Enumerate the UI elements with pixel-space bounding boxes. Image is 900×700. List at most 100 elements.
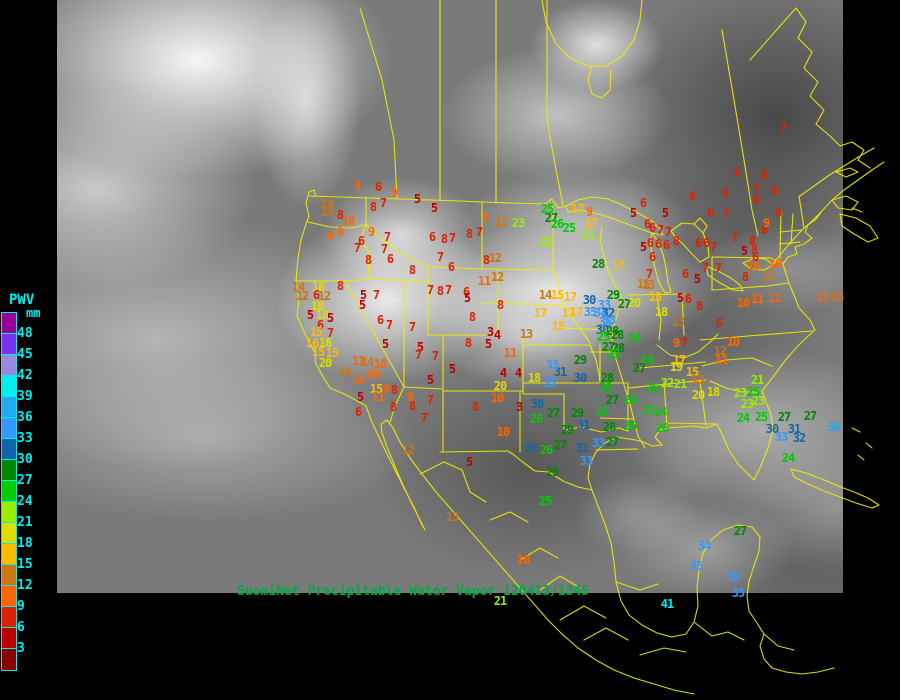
station-value: 8 — [672, 234, 680, 248]
station-value: 8 — [496, 298, 504, 312]
station-value: 22 — [538, 235, 552, 249]
station-value: 9 — [382, 382, 390, 396]
station-value: 7 — [379, 196, 387, 210]
station-value: 8 — [760, 168, 768, 182]
legend-label: 42 — [17, 368, 33, 383]
station-value: 13 — [690, 373, 704, 387]
station-value: 7 — [645, 267, 653, 281]
station-value: 18 — [310, 299, 324, 313]
station-value: 26 — [529, 412, 543, 426]
station-value: 18 — [315, 308, 329, 322]
station-value: 7 — [656, 223, 664, 237]
station-value: 6 — [312, 288, 320, 302]
station-value: 6 — [662, 238, 670, 252]
state-borders-plains — [481, 204, 629, 433]
legend-swatch — [1, 417, 17, 440]
legend-label: 24 — [17, 494, 33, 509]
station-value: 10 — [490, 391, 504, 405]
station-value: 20 — [318, 356, 332, 370]
station-value: 9 — [367, 225, 375, 239]
station-value: 8 — [389, 400, 397, 414]
station-value: 10 — [373, 357, 387, 371]
station-value: 24 — [640, 353, 654, 367]
station-value: 17 — [569, 305, 583, 319]
station-value: 6 — [354, 405, 362, 419]
station-value: 25 — [538, 494, 552, 508]
legend-label: 30 — [17, 452, 33, 467]
station-value: 9 — [390, 186, 398, 200]
station-value: 7 — [730, 231, 738, 245]
station-value: 32 — [601, 306, 615, 320]
station-value: 8 — [748, 234, 756, 248]
station-value: 7 — [701, 261, 709, 275]
station-value: 21 — [750, 373, 764, 387]
station-value: 8 — [336, 279, 344, 293]
station-value: 12 — [761, 269, 775, 283]
station-value: 8 — [752, 193, 760, 207]
station-value: 9 — [481, 211, 489, 225]
station-value: 26 — [598, 380, 612, 394]
legend-label: 18 — [17, 536, 33, 551]
legend-swatch — [1, 396, 17, 419]
station-value: 31 — [575, 441, 589, 455]
station-value: 35 — [689, 559, 703, 573]
station-value: 28 — [611, 341, 625, 355]
station-value: 7 — [408, 320, 416, 334]
station-value: 17 — [533, 306, 547, 320]
legend-label: 12 — [17, 578, 33, 593]
station-value: 33 — [579, 454, 593, 468]
station-value: 9 — [585, 205, 593, 219]
station-value: 10 — [746, 259, 760, 273]
station-value: 31 — [553, 365, 567, 379]
legend-label: 3 — [17, 641, 25, 656]
legend-swatch — [1, 480, 17, 503]
station-value: 33 — [591, 436, 605, 450]
station-value: 6 — [694, 236, 702, 250]
station-value: 6 — [462, 285, 470, 299]
station-value: 30 — [765, 422, 779, 436]
station-value: 8 — [436, 284, 444, 298]
station-value: 5 — [639, 240, 647, 254]
station-value: 21 — [673, 377, 687, 391]
station-value: 12 — [494, 215, 508, 229]
coastline-west — [295, 191, 695, 695]
legend-label: 15 — [17, 557, 33, 572]
station-value: 14 — [360, 355, 374, 369]
station-value: 6 — [648, 250, 656, 264]
legend-label: 6 — [17, 620, 25, 635]
station-value: 8 — [750, 243, 758, 257]
station-value: 6 — [715, 316, 723, 330]
station-value: 33 — [597, 298, 611, 312]
station-value: 7 — [714, 261, 722, 275]
station-value: 10 — [351, 373, 365, 387]
station-value: 28 — [591, 257, 605, 271]
station-value: 30 — [582, 293, 596, 307]
station-value: 28 — [610, 328, 624, 342]
station-value: 17 — [561, 306, 575, 320]
station-value: 5 — [358, 298, 366, 312]
legend-label: 21 — [17, 515, 33, 530]
station-value: 6 — [654, 237, 662, 251]
station-value: 15 — [551, 319, 565, 333]
legend-swatch — [1, 585, 17, 608]
station-value: 26 — [655, 421, 669, 435]
station-value: 22 — [660, 376, 674, 390]
station-value: 6 — [357, 234, 365, 248]
station-value: 7 — [383, 230, 391, 244]
station-value: 33 — [602, 313, 616, 327]
station-value: 7 — [353, 241, 361, 255]
legend-swatch — [1, 606, 17, 629]
station-value: 21 — [493, 594, 507, 608]
station-value: 7 — [431, 349, 439, 363]
station-value: 17 — [563, 290, 577, 304]
station-value: 5 — [465, 455, 473, 469]
station-value: 12 — [488, 251, 502, 265]
station-value: 6 — [760, 223, 768, 237]
station-value: 27 — [803, 409, 817, 423]
station-value: 5 — [629, 206, 637, 220]
station-value: 15 — [648, 290, 662, 304]
mississippi-river — [595, 225, 646, 451]
station-value: 9 — [672, 336, 680, 350]
station-value: 11 — [503, 346, 517, 360]
